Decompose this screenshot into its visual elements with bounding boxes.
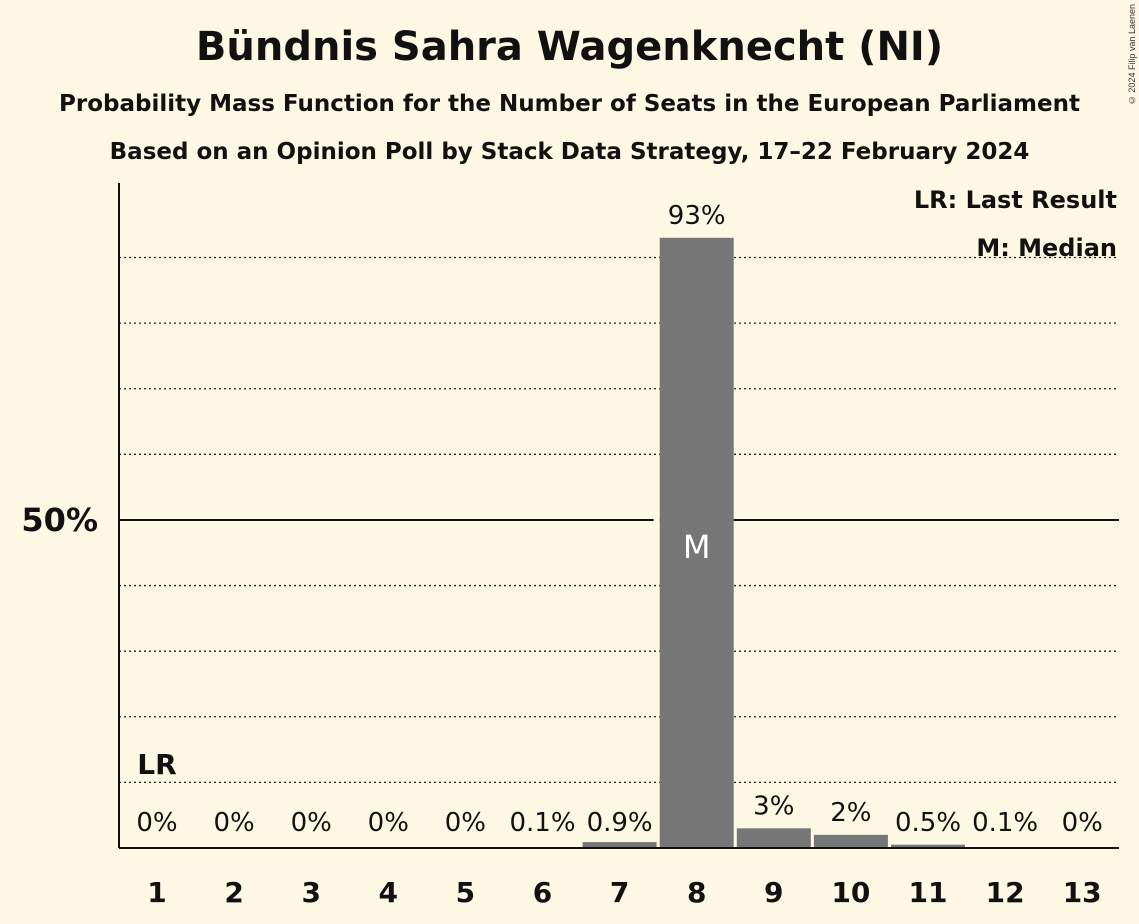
x-tick-label: 7 xyxy=(610,876,629,909)
last-result-marker: LR xyxy=(137,748,176,781)
bars xyxy=(505,237,1043,849)
data-label: 3% xyxy=(753,791,794,821)
data-label: 0% xyxy=(136,808,177,838)
data-label: 0% xyxy=(445,808,486,838)
gap-left xyxy=(653,517,660,522)
x-tick-label: 12 xyxy=(986,876,1025,909)
x-tick-label: 4 xyxy=(379,876,398,909)
x-tick-label: 11 xyxy=(909,876,948,909)
bar-10 xyxy=(813,834,888,848)
legend-entry: LR: Last Result xyxy=(914,186,1117,214)
data-label: 0.5% xyxy=(895,808,961,838)
x-tick-label: 3 xyxy=(301,876,320,909)
bar-7 xyxy=(582,842,657,848)
x-tick-label: 9 xyxy=(764,876,783,909)
data-label: 0.1% xyxy=(972,808,1038,838)
data-label: 93% xyxy=(668,201,726,231)
bar-8 xyxy=(659,237,734,849)
data-label: 0% xyxy=(368,808,409,838)
x-tick-label: 13 xyxy=(1063,876,1102,909)
x-tick-label: 10 xyxy=(831,876,870,909)
data-label: 0% xyxy=(213,808,254,838)
data-label: 0% xyxy=(1062,808,1103,838)
data-label: 0% xyxy=(291,808,332,838)
data-label: 2% xyxy=(830,798,871,828)
bar-11 xyxy=(891,844,965,848)
chart-title: Bündnis Sahra Wagenknecht (NI) xyxy=(195,24,944,70)
y-tick-label: 50% xyxy=(21,501,98,539)
legend-entry: M: Median xyxy=(976,234,1117,262)
data-label: 0.9% xyxy=(587,808,653,838)
chart-subtitle: Probability Mass Function for the Number… xyxy=(59,91,1080,117)
chart-source: Based on an Opinion Poll by Stack Data S… xyxy=(109,139,1030,165)
median-marker: M xyxy=(683,528,711,566)
bar-9 xyxy=(736,828,811,848)
data-labels: 0% 0% 0% 0% 0% 0.1% 0.9% 93% 3% 2% 0.5% 0.1% 0% M LR xyxy=(136,201,1102,838)
x-tick-label: 1 xyxy=(147,876,166,909)
gridlines xyxy=(119,256,1119,784)
x-tick-label: 2 xyxy=(224,876,243,909)
x-tick-label: 8 xyxy=(687,876,706,909)
legend: LR: Last Result M: Median xyxy=(914,186,1117,262)
x-tick-label: 6 xyxy=(533,876,552,909)
data-label: 0.1% xyxy=(509,808,575,838)
x-tick-label: 5 xyxy=(456,876,475,909)
